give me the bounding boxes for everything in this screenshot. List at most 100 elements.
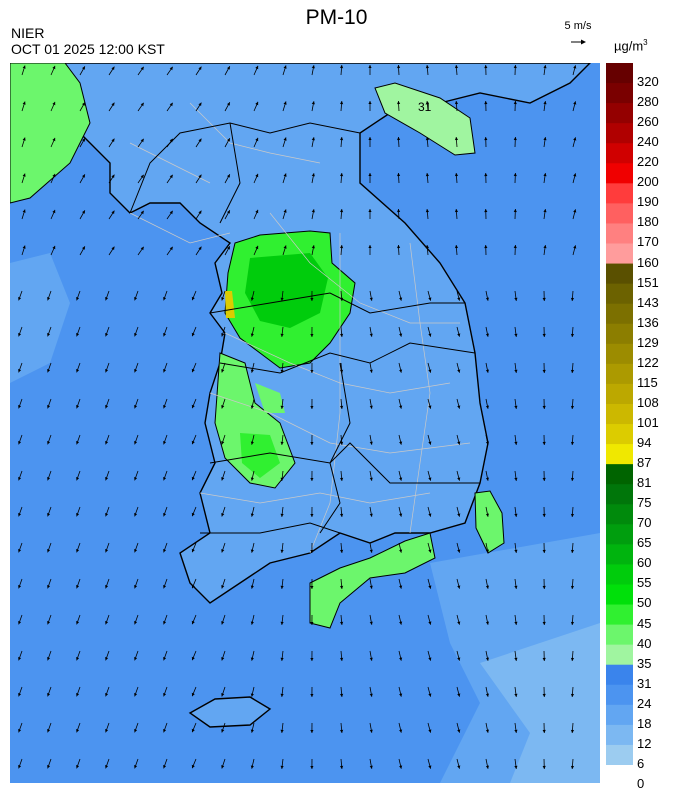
- wind-arrow-head: [250, 477, 254, 481]
- wind-arrow-head: [105, 621, 109, 625]
- wind-arrow-head: [457, 765, 461, 769]
- wind-arrow-head: [280, 477, 284, 481]
- wind-arrow-head: [47, 549, 51, 553]
- legend-color-box: [606, 564, 633, 585]
- wind-arrow-head: [255, 65, 259, 70]
- wind-arrow-head: [221, 693, 225, 697]
- wind-arrow-head: [250, 765, 254, 769]
- legend-color-box: [606, 464, 633, 485]
- wind-arrow-head: [514, 369, 518, 373]
- wind-arrow-head: [457, 477, 461, 481]
- wind-arrow-head: [134, 585, 138, 589]
- wind-arrow-head: [310, 478, 314, 481]
- wind-arrow-head: [513, 173, 517, 177]
- wind-arrow-head: [454, 101, 459, 105]
- wind-arrow-head: [368, 137, 372, 140]
- wind-arrow-head: [340, 513, 344, 517]
- wind-arrow-head: [310, 334, 314, 337]
- wind-arrow-head: [52, 137, 56, 142]
- wind-arrow-head: [191, 728, 195, 733]
- wind-arrow-head: [570, 657, 575, 661]
- wind-arrow-head: [280, 297, 284, 301]
- unit-label: µg/m3: [614, 38, 648, 54]
- wind-arrow-head: [399, 405, 403, 409]
- wind-arrow-head: [52, 173, 56, 178]
- wind-arrow-head: [134, 657, 138, 661]
- legend-color-box: [606, 484, 633, 505]
- wind-arrow-head: [250, 297, 254, 301]
- wind-arrow-head: [191, 692, 195, 697]
- wind-arrow-head: [428, 333, 432, 337]
- wind-arrow-head: [340, 585, 344, 589]
- wind-arrow-head: [169, 246, 173, 251]
- wind-arrow-head: [140, 66, 144, 71]
- wind-arrow-head: [425, 65, 429, 69]
- wind-arrow-head: [397, 245, 401, 249]
- wind-arrow-head: [542, 621, 546, 625]
- wind-arrow-head: [368, 65, 372, 68]
- wind-arrow-head: [22, 137, 26, 141]
- wind-arrow-head: [76, 405, 80, 409]
- wind-arrow-head: [454, 137, 459, 141]
- wind-arrow-head: [570, 297, 575, 301]
- wind-arrow-head: [457, 297, 461, 301]
- wind-arrow-head: [221, 333, 225, 337]
- wind-arrow-head: [543, 173, 547, 177]
- wind-arrow-head: [250, 405, 254, 409]
- wind-arrow-head: [457, 369, 461, 373]
- wind-arrow-head: [163, 693, 167, 697]
- wind-arrow-head: [513, 65, 517, 69]
- wind-arrow-head: [111, 138, 115, 142]
- wind-arrow-head: [134, 441, 138, 445]
- wind-arrow-head: [47, 405, 51, 409]
- wind-scale-arrow-icon: [571, 39, 586, 45]
- wind-arrow-head: [340, 209, 344, 213]
- wind-arrow-head: [134, 549, 138, 553]
- wind-arrow-head: [47, 477, 51, 481]
- wind-arrow-head: [340, 441, 344, 445]
- wind-arrow-head: [105, 477, 109, 481]
- wind-arrow-head: [191, 404, 195, 409]
- wind-arrow-head: [513, 245, 517, 249]
- wind-arrow-head: [484, 137, 488, 141]
- wind-arrow-head: [227, 210, 230, 214]
- wind-arrow-head: [250, 693, 254, 697]
- wind-arrow-head: [457, 729, 461, 733]
- legend-color-box: [606, 664, 633, 686]
- wind-arrow-head: [18, 405, 22, 409]
- wind-arrow-head: [191, 332, 195, 337]
- wind-arrow-head: [191, 440, 195, 445]
- legend-tick-label: 320: [637, 74, 659, 89]
- wind-arrow-head: [543, 101, 547, 105]
- wind-arrow-head: [570, 369, 575, 373]
- wind-arrow-head: [310, 406, 314, 409]
- wind-arrow-head: [570, 765, 575, 769]
- wind-arrow-head: [221, 621, 225, 625]
- wind-arrow-head: [310, 730, 314, 733]
- wind-arrow-head: [454, 245, 459, 249]
- legend-color-box: [606, 544, 633, 565]
- wind-arrow-head: [340, 729, 344, 733]
- wind-arrow-head: [105, 585, 109, 589]
- wind-arrow-head: [22, 245, 26, 249]
- wind-arrow-head: [542, 693, 546, 697]
- wind-arrow-head: [397, 101, 401, 105]
- wind-arrow-head: [134, 693, 138, 697]
- wind-arrow-head: [573, 65, 577, 69]
- wind-arrow-head: [191, 656, 195, 661]
- wind-arrow-head: [340, 693, 344, 697]
- wind-arrow-head: [485, 585, 489, 589]
- legend-color-box: [606, 684, 633, 706]
- wind-arrow-head: [191, 584, 195, 589]
- wind-arrow-head: [399, 369, 403, 373]
- wind-arrow-head: [543, 137, 547, 141]
- wind-arrow-head: [198, 102, 202, 106]
- legend-color-box: [606, 143, 633, 164]
- wind-arrow-head: [573, 137, 577, 141]
- wind-arrow-head: [111, 102, 115, 106]
- wind-arrow-head: [457, 585, 461, 589]
- wind-arrow-head: [311, 209, 315, 213]
- wind-arrow-head: [191, 476, 195, 481]
- legend-color-box: [606, 283, 633, 305]
- wind-arrow-head: [280, 405, 284, 409]
